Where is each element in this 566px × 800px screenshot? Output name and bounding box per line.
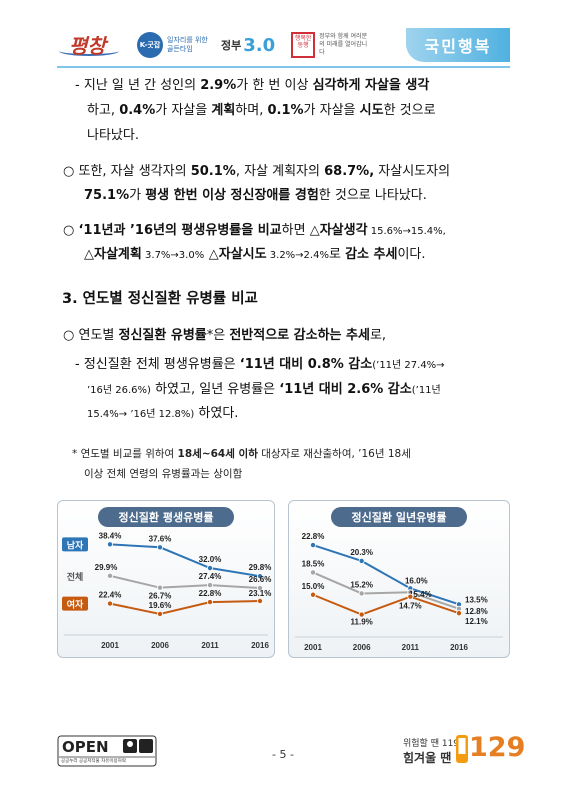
- data-point: [358, 557, 365, 564]
- data-label: 15.2%: [350, 580, 373, 589]
- legend-label: 여자: [67, 599, 84, 611]
- header-logos: 평창 K-굿잡 일자리를 위한 골든타임 정부 3.0 행복한 동행 정부와 함…: [57, 24, 510, 66]
- hotline-number: 129: [469, 732, 526, 763]
- data-label: 29.8%: [249, 563, 272, 572]
- text-line-9: - 정신질환 전체 평생유병률은 ‘11년 대비 0.8% 감소(’11년 27…: [75, 357, 445, 372]
- data-label: 11.9%: [351, 618, 373, 627]
- series-line: [109, 543, 261, 578]
- data-point: [206, 565, 213, 572]
- text-line-7: △자살계획 3.7%→3.0% △자살시도 3.2%→2.4%로 감소 추세이다…: [84, 247, 426, 262]
- data-label: 19.6%: [149, 601, 172, 610]
- happy-logo: 행복한 동행 정부와 함께 여러분의 미래를 열어갑니다: [291, 32, 371, 58]
- data-point: [309, 569, 316, 576]
- text-line-1: - 지난 일 년 간 성인의 2.9%가 한 번 이상 심각하게 자살을 생각: [75, 78, 430, 93]
- legend-label: 남자: [67, 539, 84, 551]
- legend-swatch: [62, 596, 88, 611]
- footnote-line-1: * 연도별 비교를 위하여 18세~64세 이하 대상자로 재산출하여, ’16…: [72, 448, 411, 460]
- chart-canvas: 2001 2006 2011 2016 22.8% 20.3% 16.0% 13.5% 18.5…: [295, 532, 503, 652]
- data-point: [309, 542, 316, 549]
- x-tick-label: 2006: [151, 641, 169, 650]
- chart-title: 정신질환 일년유병률: [331, 507, 467, 527]
- section-heading: 3. 연도별 정신질환 유병률 비교: [62, 291, 258, 307]
- data-point: [157, 584, 164, 591]
- series-line: [109, 574, 261, 590]
- data-label: 23.1%: [249, 589, 272, 598]
- text-line-4: ○ 또한, 자살 생각자의 50.1%, 자살 계획자의 68.7%, 자살시도…: [63, 164, 451, 179]
- chart-annual-prevalence: 정신질환 일년유병률 2001 2006 2011 2016 22.8% 20.3% 16.…: [288, 500, 510, 658]
- chart-lifetime-prevalence: 정신질환 평생유병률 2001 2006 2011 2016 38.4% 37.6% 32.…: [57, 500, 275, 658]
- x-tick-label: 2016: [251, 641, 269, 650]
- data-label: 14.7%: [399, 602, 422, 611]
- data-label: 12.8%: [465, 607, 488, 616]
- data-point: [206, 599, 213, 606]
- gov30-logo: 정부 3.0: [221, 34, 276, 56]
- phone-icon: [456, 735, 468, 763]
- kgood-logo: K-굿잡 일자리를 위한 골든타임: [137, 32, 213, 58]
- header-divider: [57, 66, 510, 68]
- data-label: 26.7%: [149, 592, 172, 601]
- chart-title: 정신질환 평생유병률: [98, 507, 234, 527]
- data-label: 16.0%: [405, 576, 428, 585]
- series-line: [312, 571, 460, 610]
- series-line: [109, 600, 261, 615]
- data-label: 22.4%: [99, 591, 122, 600]
- legend-label: 전체: [67, 571, 84, 583]
- data-label: 27.4%: [199, 572, 222, 581]
- data-label: 13.5%: [465, 595, 488, 604]
- data-label: 37.6%: [149, 534, 172, 543]
- x-tick-label: 2016: [450, 643, 468, 652]
- text-line-10: ’16년 26.6%) 하였고, 일년 유병률은 ‘11년 대비 2.6% 감소…: [87, 382, 441, 397]
- text-line-2: 하고, 0.4%가 자살을 계획하며, 0.1%가 자살을 시도한 것으로: [87, 103, 436, 118]
- text-line-11: 15.4%→ ’16년 12.8%) 하였다.: [87, 406, 239, 421]
- footnote-line-2: 이상 전체 연령의 유병률과는 상이함: [84, 468, 243, 480]
- kgood-text: 일자리를 위한 골든타임: [167, 36, 208, 53]
- data-label: 20.3%: [350, 548, 373, 557]
- x-tick-label: 2001: [101, 641, 119, 650]
- chart-canvas: 2001 2006 2011 2016 38.4% 37.6% 32.0% 29.8% 남자 29…: [62, 531, 272, 650]
- pyeongchang-logo: 평창: [57, 28, 131, 62]
- data-point: [107, 541, 114, 548]
- data-point: [107, 600, 114, 607]
- data-label: 29.9%: [95, 563, 118, 572]
- data-point: [256, 585, 263, 592]
- x-tick-label: 2006: [353, 643, 371, 652]
- data-point: [309, 591, 316, 598]
- data-point: [157, 544, 164, 551]
- data-point: [206, 582, 213, 589]
- legend-swatch: [62, 537, 88, 552]
- data-label: 26.6%: [249, 575, 272, 584]
- text-line-5: 75.1%가 평생 한번 이상 정신장애를 경험한 것으로 나타났다.: [84, 188, 427, 203]
- data-point: [455, 610, 462, 617]
- data-label: 15.0%: [302, 582, 325, 591]
- data-label: 12.1%: [465, 617, 488, 626]
- data-point: [107, 572, 114, 579]
- x-tick-label: 2001: [304, 643, 322, 652]
- data-label: 32.0%: [199, 555, 222, 564]
- page-number: - 5 -: [272, 748, 294, 761]
- text-line-6: ○ ‘11년과 ’16년의 평생유병률을 비교하면 △자살생각 15.6%→15…: [63, 223, 446, 238]
- hotline-129-logo: 위험할 땐 119 힘겨울 땐 129: [403, 732, 526, 765]
- open-logo-subtext: 공공누리 공공저작물 자유이용허락: [61, 759, 126, 764]
- series-line: [312, 544, 460, 606]
- data-point: [358, 590, 365, 597]
- data-point: [407, 593, 414, 600]
- x-tick-label: 2011: [201, 641, 219, 650]
- x-tick-label: 2011: [402, 643, 420, 652]
- data-point: [157, 610, 164, 617]
- text-line-3: 나타났다.: [87, 128, 139, 143]
- open-logo-text: OPEN: [62, 738, 109, 756]
- banner-national-happiness: 국민행복: [406, 28, 510, 62]
- data-label: 22.8%: [302, 532, 325, 541]
- data-label: 15.4%: [409, 590, 432, 599]
- data-point: [256, 598, 263, 605]
- data-point: [256, 573, 263, 580]
- data-label: 18.5%: [302, 559, 325, 568]
- series-line: [312, 593, 460, 616]
- kgood-circle: K-굿잡: [137, 32, 163, 58]
- data-point: [358, 611, 365, 618]
- data-label: 38.4%: [99, 531, 122, 540]
- open-license-logo: OPEN 공공누리 공공저작물 자유이용허락: [57, 735, 157, 767]
- text-line-8: ○ 연도별 정신질환 유병률*은 전반적으로 감소하는 추세로,: [63, 328, 387, 343]
- data-label: 22.8%: [199, 589, 222, 598]
